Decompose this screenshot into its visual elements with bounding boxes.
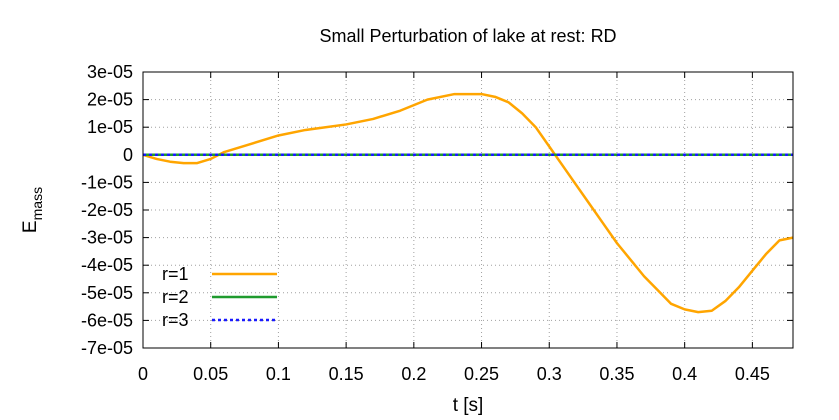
y-tick-label: -1e-05 bbox=[81, 172, 133, 192]
y-axis-label-sub: mass bbox=[29, 187, 45, 220]
y-tick-label: 2e-05 bbox=[87, 90, 133, 110]
y-tick-label: -7e-05 bbox=[81, 338, 133, 358]
legend-label: r=1 bbox=[162, 264, 189, 284]
legend-label: r=2 bbox=[162, 287, 189, 307]
x-tick-label: 0.25 bbox=[464, 364, 499, 384]
x-tick-label: 0.3 bbox=[537, 364, 562, 384]
y-tick-labels: 3e-05 2e-05 1e-05 0 -1e-05 -2e-05 -3e-05 -4e-05… bbox=[81, 62, 133, 358]
grid bbox=[142, 71, 793, 349]
x-tick-label: 0.1 bbox=[266, 364, 291, 384]
x-tick-labels: 0 0.05 0.1 0.15 0.2 0.25 0.3 0.35 0.4 0.45 bbox=[138, 364, 770, 384]
y-tick-label: 3e-05 bbox=[87, 62, 133, 82]
plot-frame bbox=[142, 71, 794, 349]
y-tick-label: -5e-05 bbox=[81, 283, 133, 303]
legend: r=1 r=2 r=3 bbox=[162, 264, 277, 330]
x-tick-label: 0.05 bbox=[193, 364, 228, 384]
series-layer bbox=[142, 92, 794, 314]
y-axis-label-main: E bbox=[20, 220, 41, 233]
y-tick-label: -3e-05 bbox=[81, 228, 133, 248]
x-tick-label: 0 bbox=[138, 364, 148, 384]
y-tick-label: -4e-05 bbox=[81, 255, 133, 275]
x-tick-label: 0.35 bbox=[599, 364, 634, 384]
x-tick-label: 0.45 bbox=[735, 364, 770, 384]
series-line-1 bbox=[142, 92, 794, 314]
chart-title: Small Perturbation of lake at rest: RD bbox=[319, 26, 616, 46]
y-tick-label: 1e-05 bbox=[87, 117, 133, 137]
y-tick-label: -6e-05 bbox=[81, 310, 133, 330]
x-axis-label: t [s] bbox=[453, 395, 484, 416]
y-tick-label: -2e-05 bbox=[81, 200, 133, 220]
legend-label: r=3 bbox=[162, 310, 189, 330]
y-axis-label: Emass bbox=[20, 187, 45, 233]
x-tick-label: 0.15 bbox=[329, 364, 364, 384]
y-tick-label: 0 bbox=[123, 145, 133, 165]
x-tick-label: 0.4 bbox=[672, 364, 697, 384]
x-tick-label: 0.2 bbox=[401, 364, 426, 384]
